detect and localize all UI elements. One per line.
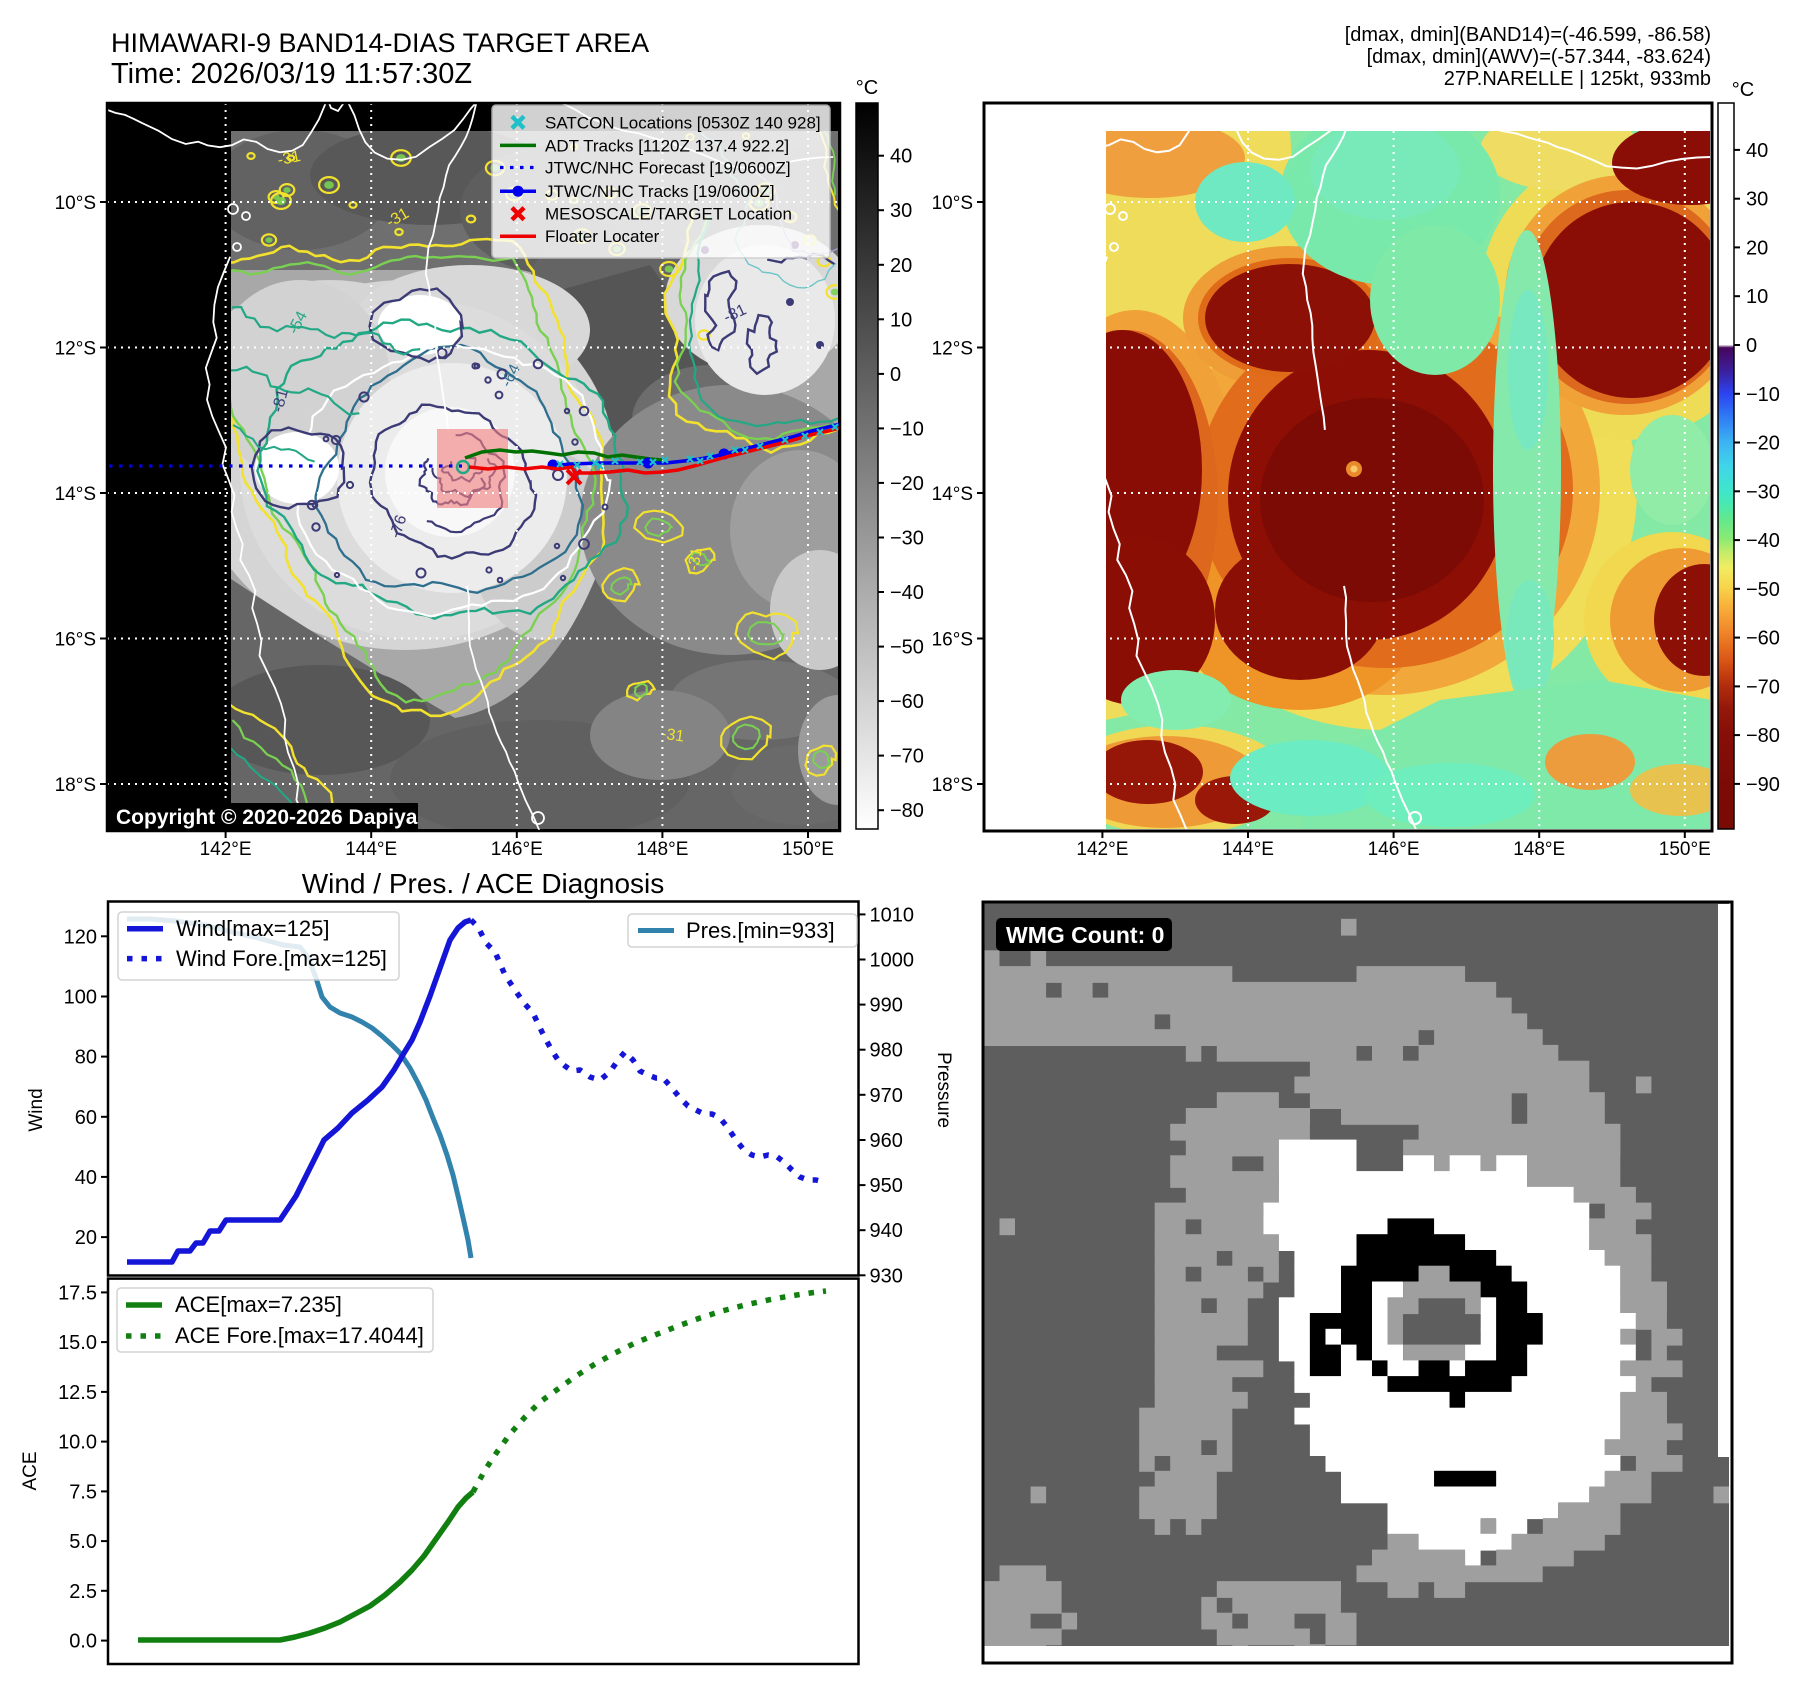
svg-text:-81: -81 xyxy=(269,387,291,414)
svg-text:10: 10 xyxy=(890,309,912,331)
svg-text:−70: −70 xyxy=(890,746,924,768)
svg-text:-31: -31 xyxy=(685,546,706,572)
svg-text:144°E: 144°E xyxy=(345,839,397,860)
svg-text:142°E: 142°E xyxy=(200,839,252,860)
svg-text:7.5: 7.5 xyxy=(69,1481,97,1503)
svg-text:[dmax, dmin](BAND14)=(-46.599,: [dmax, dmin](BAND14)=(-46.599, -86.58) xyxy=(1345,24,1711,46)
svg-text:10: 10 xyxy=(1746,286,1768,308)
svg-text:930: 930 xyxy=(870,1265,903,1287)
svg-text:Pressure: Pressure xyxy=(933,1052,954,1128)
svg-text:27P.NARELLE | 125kt, 933mb: 27P.NARELLE | 125kt, 933mb xyxy=(1444,68,1711,90)
svg-text:15.0: 15.0 xyxy=(58,1332,97,1354)
svg-text:40: 40 xyxy=(890,146,912,168)
svg-text:−50: −50 xyxy=(1746,579,1780,601)
svg-text:−50: −50 xyxy=(890,637,924,659)
svg-text:10°S: 10°S xyxy=(932,193,973,214)
svg-text:−30: −30 xyxy=(890,528,924,550)
svg-text:ACE Fore.[max=17.4044]: ACE Fore.[max=17.4044] xyxy=(175,1323,424,1348)
svg-text:16°S: 16°S xyxy=(932,630,973,651)
svg-text:17.5: 17.5 xyxy=(58,1282,97,1304)
svg-text:−10: −10 xyxy=(890,418,924,440)
svg-text:970: 970 xyxy=(870,1085,903,1107)
svg-text:2.5: 2.5 xyxy=(69,1581,97,1603)
svg-text:40: 40 xyxy=(75,1167,97,1189)
svg-text:1000: 1000 xyxy=(870,950,915,972)
svg-text:144°E: 144°E xyxy=(1222,839,1274,860)
svg-text:MESOSCALE/TARGET Location: MESOSCALE/TARGET Location xyxy=(545,205,792,224)
svg-text:940: 940 xyxy=(870,1220,903,1242)
svg-text:JTWC/NHC Tracks [19/0600Z]: JTWC/NHC Tracks [19/0600Z] xyxy=(545,182,775,201)
svg-text:60: 60 xyxy=(75,1107,97,1129)
svg-text:18°S: 18°S xyxy=(55,775,96,796)
svg-text:148°E: 148°E xyxy=(636,839,688,860)
svg-text:20: 20 xyxy=(890,255,912,277)
svg-text:HIMAWARI-9 BAND14-DIAS TARGET: HIMAWARI-9 BAND14-DIAS TARGET AREA xyxy=(111,28,649,58)
svg-text:40: 40 xyxy=(1746,140,1768,162)
svg-text:10.0: 10.0 xyxy=(58,1432,97,1454)
svg-text:5.0: 5.0 xyxy=(69,1531,97,1553)
svg-text:Wind[max=125]: Wind[max=125] xyxy=(176,916,329,941)
svg-text:20: 20 xyxy=(1746,237,1768,259)
svg-text:30: 30 xyxy=(890,200,912,222)
svg-text:120: 120 xyxy=(64,926,97,948)
svg-text:0: 0 xyxy=(890,364,901,386)
svg-text:[dmax, dmin](AWV)=(-57.344, -8: [dmax, dmin](AWV)=(-57.344, -83.624) xyxy=(1367,46,1711,68)
svg-text:12°S: 12°S xyxy=(932,339,973,360)
svg-text:−80: −80 xyxy=(1746,725,1780,747)
svg-text:WMG Count: 0: WMG Count: 0 xyxy=(1006,922,1164,948)
svg-text:−60: −60 xyxy=(890,691,924,713)
svg-text:12°S: 12°S xyxy=(55,339,96,360)
svg-text:10°S: 10°S xyxy=(55,193,96,214)
svg-text:Wind / Pres. / ACE Diagnosis: Wind / Pres. / ACE Diagnosis xyxy=(302,868,665,899)
svg-text:980: 980 xyxy=(870,1040,903,1062)
svg-text:−30: −30 xyxy=(1746,481,1780,503)
svg-text:−10: −10 xyxy=(1746,384,1780,406)
svg-text:146°E: 146°E xyxy=(491,839,543,860)
svg-text:0.0: 0.0 xyxy=(69,1631,97,1653)
svg-text:142°E: 142°E xyxy=(1076,839,1128,860)
svg-text:960: 960 xyxy=(870,1130,903,1152)
svg-text:-76: -76 xyxy=(387,513,410,540)
svg-text:0: 0 xyxy=(1746,335,1757,357)
svg-text:30: 30 xyxy=(1746,189,1768,211)
svg-text:14°S: 14°S xyxy=(932,484,973,505)
svg-text:SATCON Locations [0530Z 140 92: SATCON Locations [0530Z 140 928] xyxy=(545,113,821,132)
svg-text:−20: −20 xyxy=(890,473,924,495)
svg-text:−20: −20 xyxy=(1746,433,1780,455)
svg-text:°C: °C xyxy=(856,77,878,99)
svg-text:146°E: 146°E xyxy=(1368,839,1420,860)
svg-text:-31: -31 xyxy=(276,148,302,169)
svg-text:ADT Tracks [1120Z 137.4 922.2]: ADT Tracks [1120Z 137.4 922.2] xyxy=(545,136,789,155)
svg-text:20: 20 xyxy=(75,1227,97,1249)
svg-text:150°E: 150°E xyxy=(782,839,834,860)
svg-text:Pres.[min=933]: Pres.[min=933] xyxy=(686,918,835,943)
svg-text:100: 100 xyxy=(64,987,97,1009)
svg-text:°C: °C xyxy=(1732,79,1754,101)
svg-text:990: 990 xyxy=(870,995,903,1017)
svg-text:Copyright © 2020-2026 Dapiya: Copyright © 2020-2026 Dapiya xyxy=(116,806,418,829)
svg-text:Wind Fore.[max=125]: Wind Fore.[max=125] xyxy=(176,946,387,971)
svg-text:148°E: 148°E xyxy=(1513,839,1565,860)
svg-text:Wind: Wind xyxy=(26,1088,47,1131)
svg-text:1010: 1010 xyxy=(870,904,915,926)
svg-text:−90: −90 xyxy=(1746,774,1780,796)
svg-text:−70: −70 xyxy=(1746,676,1780,698)
svg-text:950: 950 xyxy=(870,1175,903,1197)
svg-text:Time: 2026/03/19 11:57:30Z: Time: 2026/03/19 11:57:30Z xyxy=(111,58,472,90)
svg-text:Floater Locater: Floater Locater xyxy=(545,227,660,246)
svg-text:18°S: 18°S xyxy=(932,775,973,796)
svg-text:14°S: 14°S xyxy=(55,484,96,505)
svg-text:JTWC/NHC Forecast [19/0600Z]: JTWC/NHC Forecast [19/0600Z] xyxy=(545,159,791,178)
svg-text:80: 80 xyxy=(75,1047,97,1069)
svg-text:ACE: ACE xyxy=(20,1451,41,1490)
svg-text:−60: −60 xyxy=(1746,628,1780,650)
svg-text:-31: -31 xyxy=(660,726,685,746)
svg-text:−40: −40 xyxy=(1746,530,1780,552)
svg-text:12.5: 12.5 xyxy=(58,1382,97,1404)
svg-text:16°S: 16°S xyxy=(55,630,96,651)
svg-text:150°E: 150°E xyxy=(1659,839,1711,860)
svg-text:−40: −40 xyxy=(890,582,924,604)
svg-text:−80: −80 xyxy=(890,800,924,822)
svg-text:ACE[max=7.235]: ACE[max=7.235] xyxy=(175,1292,342,1317)
